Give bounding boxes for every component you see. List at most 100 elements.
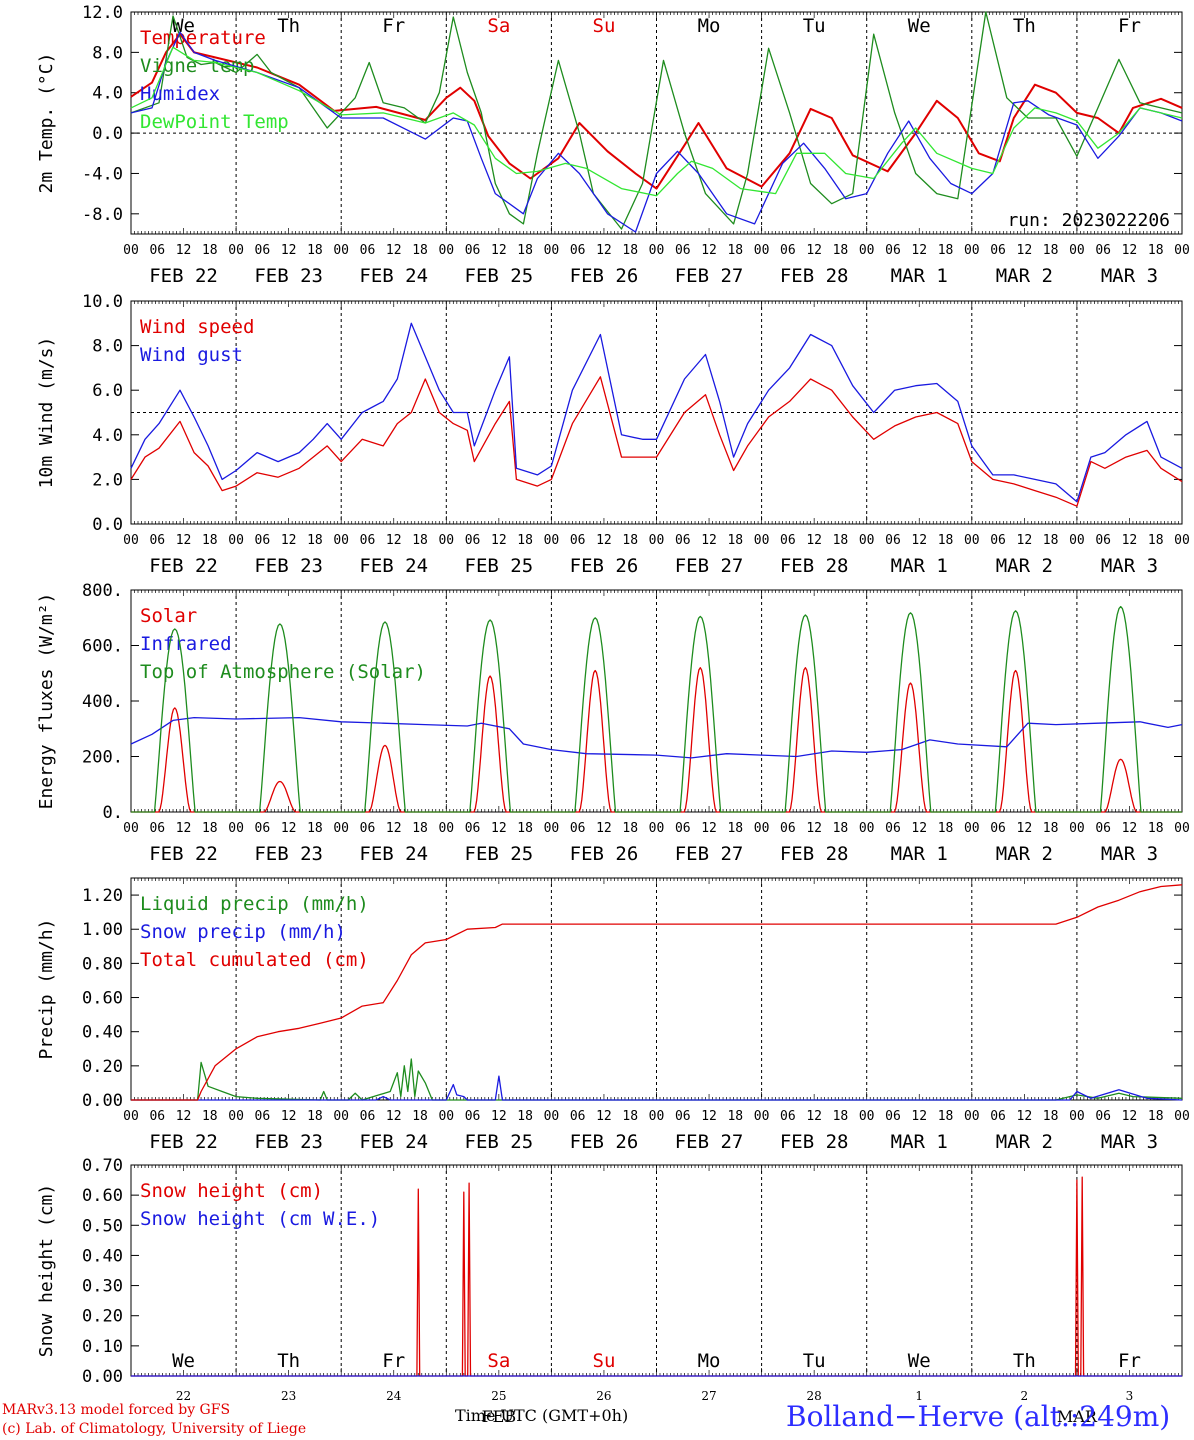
y-tick-label: 0.40 [82, 1023, 123, 1043]
hour-tick-label: 12 [806, 243, 822, 258]
hour-tick-label: 12 [386, 533, 402, 548]
date-label: MAR 1 [891, 555, 948, 577]
hour-tick-label: 18 [412, 1109, 428, 1124]
legend-entry: Snow height (cm W.E.) [140, 1208, 380, 1230]
hour-tick-label: 12 [176, 821, 192, 836]
hour-tick-label: 12 [911, 821, 927, 836]
weekday-label: Mo [698, 1350, 721, 1372]
y-tick-label: 0.70 [82, 1156, 123, 1176]
weekday-label: Sa [487, 15, 510, 37]
date-label: MAR 3 [1101, 555, 1158, 577]
day-number-label: 27 [701, 1389, 716, 1403]
hour-tick-label: 06 [255, 243, 271, 258]
hour-tick-label: 06 [780, 533, 796, 548]
y-tick-label: 12.0 [82, 3, 123, 23]
y-tick-label: 1.00 [82, 920, 123, 940]
hour-tick-label: 18 [517, 821, 533, 836]
weekday-label: Su [593, 15, 616, 37]
date-label: FEB 24 [359, 1131, 428, 1153]
hour-tick-label: 12 [176, 533, 192, 548]
hour-tick-label: 06 [990, 243, 1006, 258]
hour-tick-label: 00 [544, 533, 560, 548]
hour-tick-label: 00 [1069, 243, 1085, 258]
hour-tick-label: 18 [938, 533, 954, 548]
legend-entry: Top of Atmosphere (Solar) [140, 661, 426, 683]
hour-tick-label: 06 [675, 243, 691, 258]
hour-tick-label: 18 [1043, 1109, 1059, 1124]
hour-tick-label: 18 [727, 1109, 743, 1124]
legend-entry: Solar [140, 605, 197, 627]
series-line-5-1 [131, 1176, 1182, 1377]
lab-credit: (c) Lab. of Climatology, University of L… [2, 1421, 307, 1437]
hour-tick-label: 00 [964, 243, 980, 258]
hour-tick-label: 12 [701, 1109, 717, 1124]
hour-tick-label: 18 [202, 243, 218, 258]
hour-tick-label: 18 [833, 243, 849, 258]
hour-tick-label: 00 [859, 821, 875, 836]
date-label: FEB 24 [359, 265, 428, 287]
date-label: FEB 22 [149, 555, 218, 577]
y-tick-label: 0.30 [82, 1277, 123, 1297]
hour-tick-label: 06 [255, 821, 271, 836]
model-credit: MARv3.13 model forced by GFS [2, 1402, 231, 1418]
legend-entry: DewPoint Temp [140, 111, 289, 133]
hour-tick-label: 00 [123, 821, 139, 836]
hour-tick-label: 00 [1174, 1109, 1190, 1124]
hour-tick-label: 00 [754, 533, 770, 548]
y-axis-label: Energy fluxes (W/m²) [36, 593, 57, 810]
hour-tick-label: 00 [1174, 533, 1190, 548]
date-label: MAR 2 [996, 1131, 1053, 1153]
hour-tick-label: 06 [885, 533, 901, 548]
hour-tick-label: 18 [1148, 243, 1164, 258]
hour-tick-label: 00 [1174, 821, 1190, 836]
date-label: FEB 22 [149, 265, 218, 287]
day-number-label: 28 [807, 1389, 822, 1403]
hour-tick-label: 18 [1043, 821, 1059, 836]
date-label: MAR 1 [891, 1131, 948, 1153]
legend-entry: Infrared [140, 633, 232, 655]
y-tick-label: 0.60 [82, 1186, 123, 1206]
hour-tick-label: 18 [833, 1109, 849, 1124]
series-line-1-1 [130, 33, 1183, 190]
hour-tick-label: 12 [701, 533, 717, 548]
day-number-label: 2 [1021, 1389, 1029, 1403]
hour-tick-label: 00 [859, 1109, 875, 1124]
y-tick-label: 4.0 [92, 426, 123, 446]
weekday-label: We [908, 15, 931, 37]
hour-tick-label: 06 [1095, 533, 1111, 548]
date-label: MAR 1 [891, 843, 948, 865]
y-axis-label: 10m Wind (m/s) [36, 337, 57, 489]
date-label: MAR 2 [996, 843, 1053, 865]
hour-tick-label: 18 [517, 1109, 533, 1124]
date-label: MAR 2 [996, 265, 1053, 287]
y-tick-label: 0.0 [92, 124, 123, 144]
hour-tick-label: 06 [149, 243, 165, 258]
date-label: FEB 24 [359, 843, 428, 865]
hour-tick-label: 18 [1148, 1109, 1164, 1124]
hour-tick-label: 18 [412, 533, 428, 548]
hour-tick-label: 18 [1043, 243, 1059, 258]
y-tick-label: -8.0 [82, 205, 123, 225]
weekday-label: We [908, 1350, 931, 1372]
hour-tick-label: 12 [911, 533, 927, 548]
hour-tick-label: 12 [281, 1109, 297, 1124]
series-line-2-2 [130, 322, 1183, 503]
panel-3: 800. 600. 400. 200. 0. Energy fluxes (W/m²) 00… [36, 581, 1190, 865]
weekday-label: Th [1013, 15, 1036, 37]
hour-tick-label: 00 [228, 821, 244, 836]
day-number-label: 22 [176, 1389, 191, 1403]
hour-tick-label: 00 [438, 243, 454, 258]
date-label: FEB 24 [359, 555, 428, 577]
hour-tick-label: 00 [649, 821, 665, 836]
hour-tick-label: 12 [806, 533, 822, 548]
weekday-label: Mo [698, 15, 721, 37]
hour-tick-label: 18 [307, 533, 323, 548]
legend-entry: Snow height (cm) [140, 1180, 323, 1202]
hour-tick-label: 12 [281, 533, 297, 548]
hour-tick-label: 00 [228, 243, 244, 258]
date-label: FEB 27 [675, 555, 744, 577]
hour-tick-label: 12 [1122, 533, 1138, 548]
hour-tick-label: 18 [622, 1109, 638, 1124]
hour-tick-label: 12 [1017, 821, 1033, 836]
hour-tick-label: 12 [1017, 533, 1033, 548]
